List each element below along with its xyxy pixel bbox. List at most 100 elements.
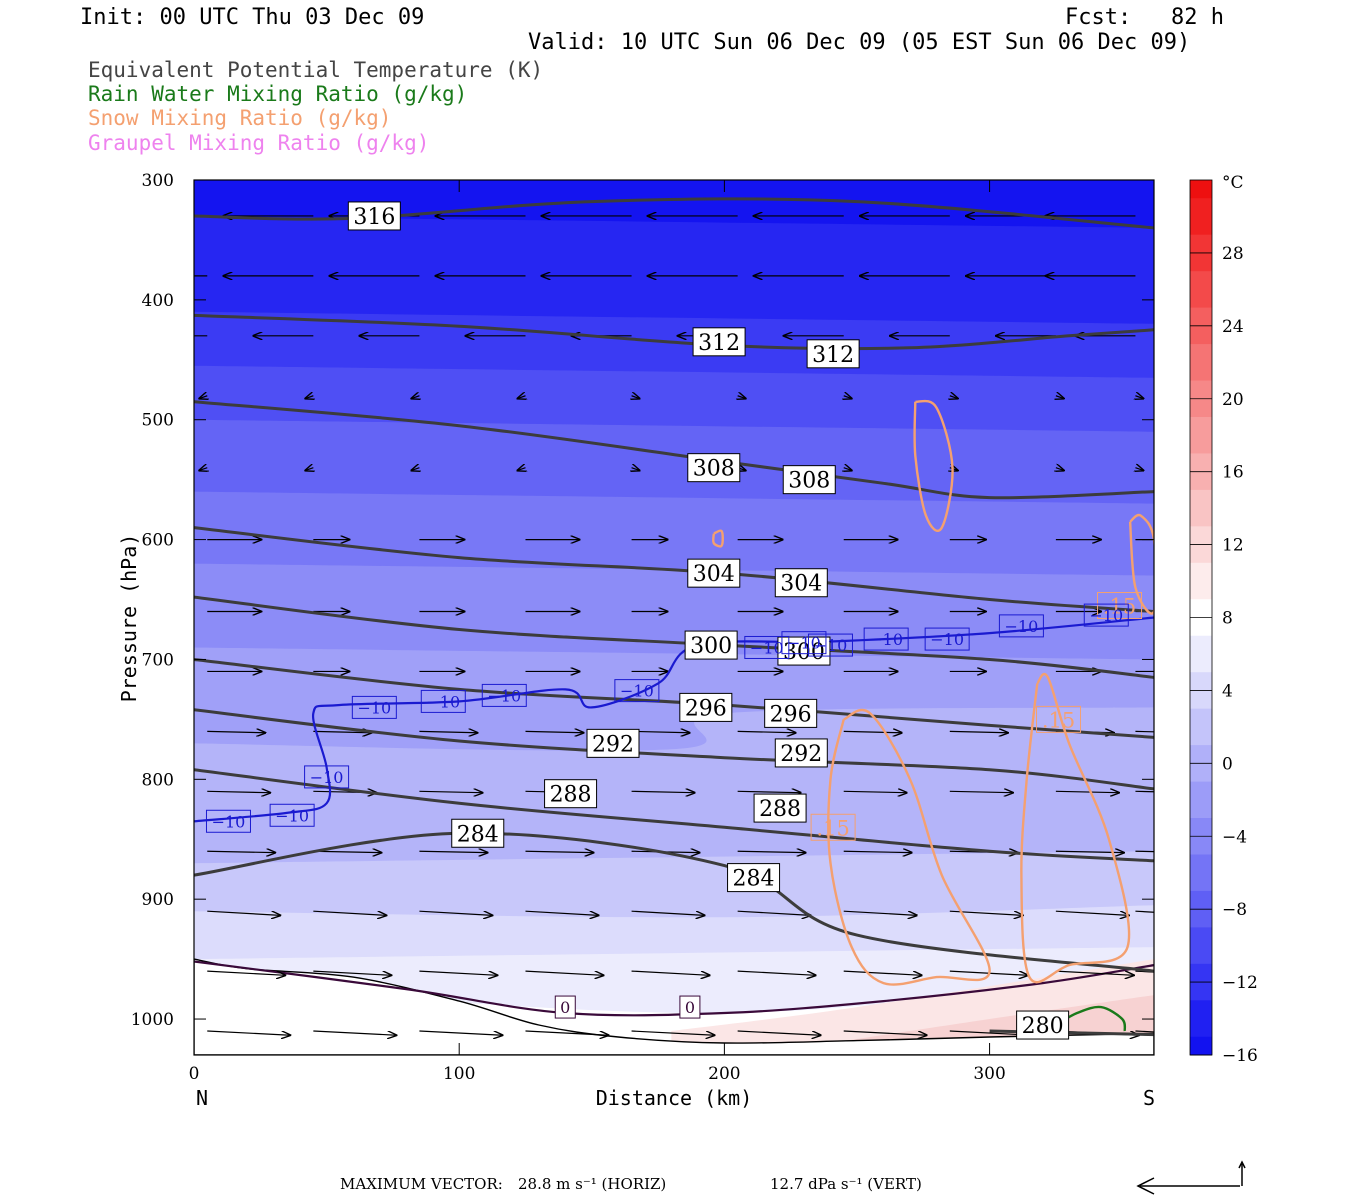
theta-e-contour-280 — [989, 1029, 1154, 1037]
x-end-label-north: N — [196, 1086, 208, 1110]
colorbar-tick-label: 8 — [1222, 609, 1233, 629]
terrain-surface — [194, 958, 1154, 1055]
contour-label-box — [777, 636, 831, 666]
wind-vector — [525, 731, 583, 732]
x-tick-label: 200 — [708, 1064, 740, 1084]
x-tick-label: 300 — [973, 1064, 1005, 1084]
theta-e-contour-308 — [194, 400, 1154, 500]
wind-vector — [517, 468, 525, 471]
contour-label-288: 288 — [550, 783, 592, 808]
reference-vector — [1136, 1160, 1246, 1195]
isotherm-label: −10 — [750, 638, 784, 657]
colorbar-swatch — [1190, 271, 1212, 309]
contour-label-284: 284 — [457, 822, 499, 847]
wind-vector — [631, 791, 695, 792]
contour-label-box — [1016, 1010, 1070, 1040]
contour-label-box — [687, 453, 741, 483]
isotherm-zero — [194, 960, 1154, 1017]
plot-frame — [193, 179, 1155, 1056]
wind-vector — [525, 851, 593, 852]
wind-vector — [843, 731, 902, 732]
zero-label: 0 — [560, 998, 570, 1017]
isotherm-label: −10 — [212, 812, 246, 831]
snow-label-box — [1097, 592, 1143, 620]
snow-contour — [913, 399, 954, 532]
contour-label-300: 300 — [690, 634, 732, 659]
contour-label-box — [764, 698, 818, 728]
zero-label-box — [554, 995, 576, 1019]
max-vector-vert: 12.7 dPa s⁻¹ (VERT) — [770, 1175, 922, 1193]
legend-graupel: Graupel Mixing Ratio (g/kg) — [88, 131, 430, 155]
wind-vector — [737, 851, 806, 852]
isotherm-label-box — [269, 803, 315, 827]
contour-label-box — [692, 327, 746, 357]
isotherm-label: −10 — [1089, 606, 1123, 625]
snow-label-box — [810, 813, 856, 841]
valid-time: Valid: 10 UTC Sun 06 Dec 09 (05 EST Sun … — [528, 30, 1191, 55]
wind-vector — [517, 396, 525, 399]
cross-section-chart: 316 312 312 308 308 304 304 300 300 296 296 292 292 2… — [117, 171, 1258, 1110]
colorbar-tick-label: 28 — [1222, 244, 1244, 264]
wind-vector — [207, 970, 285, 975]
theta-e-contour-284 — [194, 831, 1154, 973]
wind-vector — [1135, 850, 1154, 853]
contour-label-296: 296 — [685, 696, 727, 721]
contour-label-316: 316 — [353, 205, 395, 230]
contour-label-308: 308 — [693, 457, 735, 482]
colorbar-swatch — [1190, 927, 1212, 965]
wind-vector — [1135, 1030, 1154, 1033]
wind-vector — [419, 731, 477, 732]
y-tick-label: 700 — [142, 650, 174, 670]
y-tick-label: 500 — [142, 411, 174, 431]
colorbar-tick-label: −12 — [1222, 973, 1258, 993]
colorbar-swatch — [1190, 781, 1212, 819]
contour-labels: 316 312 312 308 308 304 304 300 300 296 296 292 292 2… — [205, 201, 1143, 1040]
zero-label-box — [679, 995, 701, 1019]
y-tick-label: 300 — [142, 171, 174, 191]
wind-vector — [1055, 970, 1134, 975]
contour-label-box — [586, 728, 640, 758]
wind-vector — [844, 468, 852, 471]
wind-vector — [843, 910, 917, 915]
colorbar-tick-label: 24 — [1222, 317, 1244, 337]
isotherm-label: −10 — [787, 634, 821, 653]
isotherm-label-box — [304, 765, 350, 789]
isotherm-label-box — [924, 627, 970, 651]
wind-vector — [313, 851, 381, 852]
isotherm-label: −10 — [814, 636, 848, 655]
contour-label-box — [774, 568, 828, 598]
wind-vector — [305, 396, 313, 399]
y-axis-label: Pressure (hPa) — [117, 534, 141, 703]
isotherm-label: −10 — [620, 682, 654, 701]
snow-contours — [712, 399, 1154, 1032]
contour-label-300: 300 — [783, 640, 825, 665]
wind-vector — [737, 910, 811, 915]
isotherm-label-box — [351, 695, 397, 719]
wind-vector — [1135, 468, 1143, 471]
legend-theta-e: Equivalent Potential Temperature (K) — [88, 58, 544, 82]
snow-contour — [712, 529, 724, 548]
max-vector-label: MAXIMUM VECTOR: — [340, 1175, 503, 1193]
colorbar-swatch — [1190, 635, 1212, 673]
wind-vector — [1135, 730, 1154, 733]
max-vector-horiz: 28.8 m s⁻¹ (HORIZ) — [518, 1175, 667, 1193]
isotherm-minus-10 — [194, 616, 1154, 823]
isotherm-label: −10 — [426, 692, 460, 711]
isotherm-label-box — [614, 679, 660, 703]
wind-vector — [737, 1030, 821, 1035]
wind-vector — [199, 468, 207, 471]
x-tick-label: 0 — [189, 1064, 200, 1084]
snow-label-box — [1036, 705, 1082, 733]
contour-label-292: 292 — [592, 732, 634, 757]
contour-label-304: 304 — [780, 572, 822, 597]
isotherm-label-box — [744, 635, 790, 659]
contour-label-box — [753, 793, 807, 823]
colorbar-tick-label: 20 — [1222, 390, 1244, 410]
wind-vector — [525, 970, 603, 975]
wind-vector — [631, 910, 705, 915]
colorbar-tick-label: 0 — [1222, 754, 1233, 774]
snow-contour — [827, 708, 991, 986]
wind-vector — [305, 468, 313, 471]
wind-vector — [737, 970, 816, 975]
isotherm-minus-10-line — [194, 616, 1154, 823]
